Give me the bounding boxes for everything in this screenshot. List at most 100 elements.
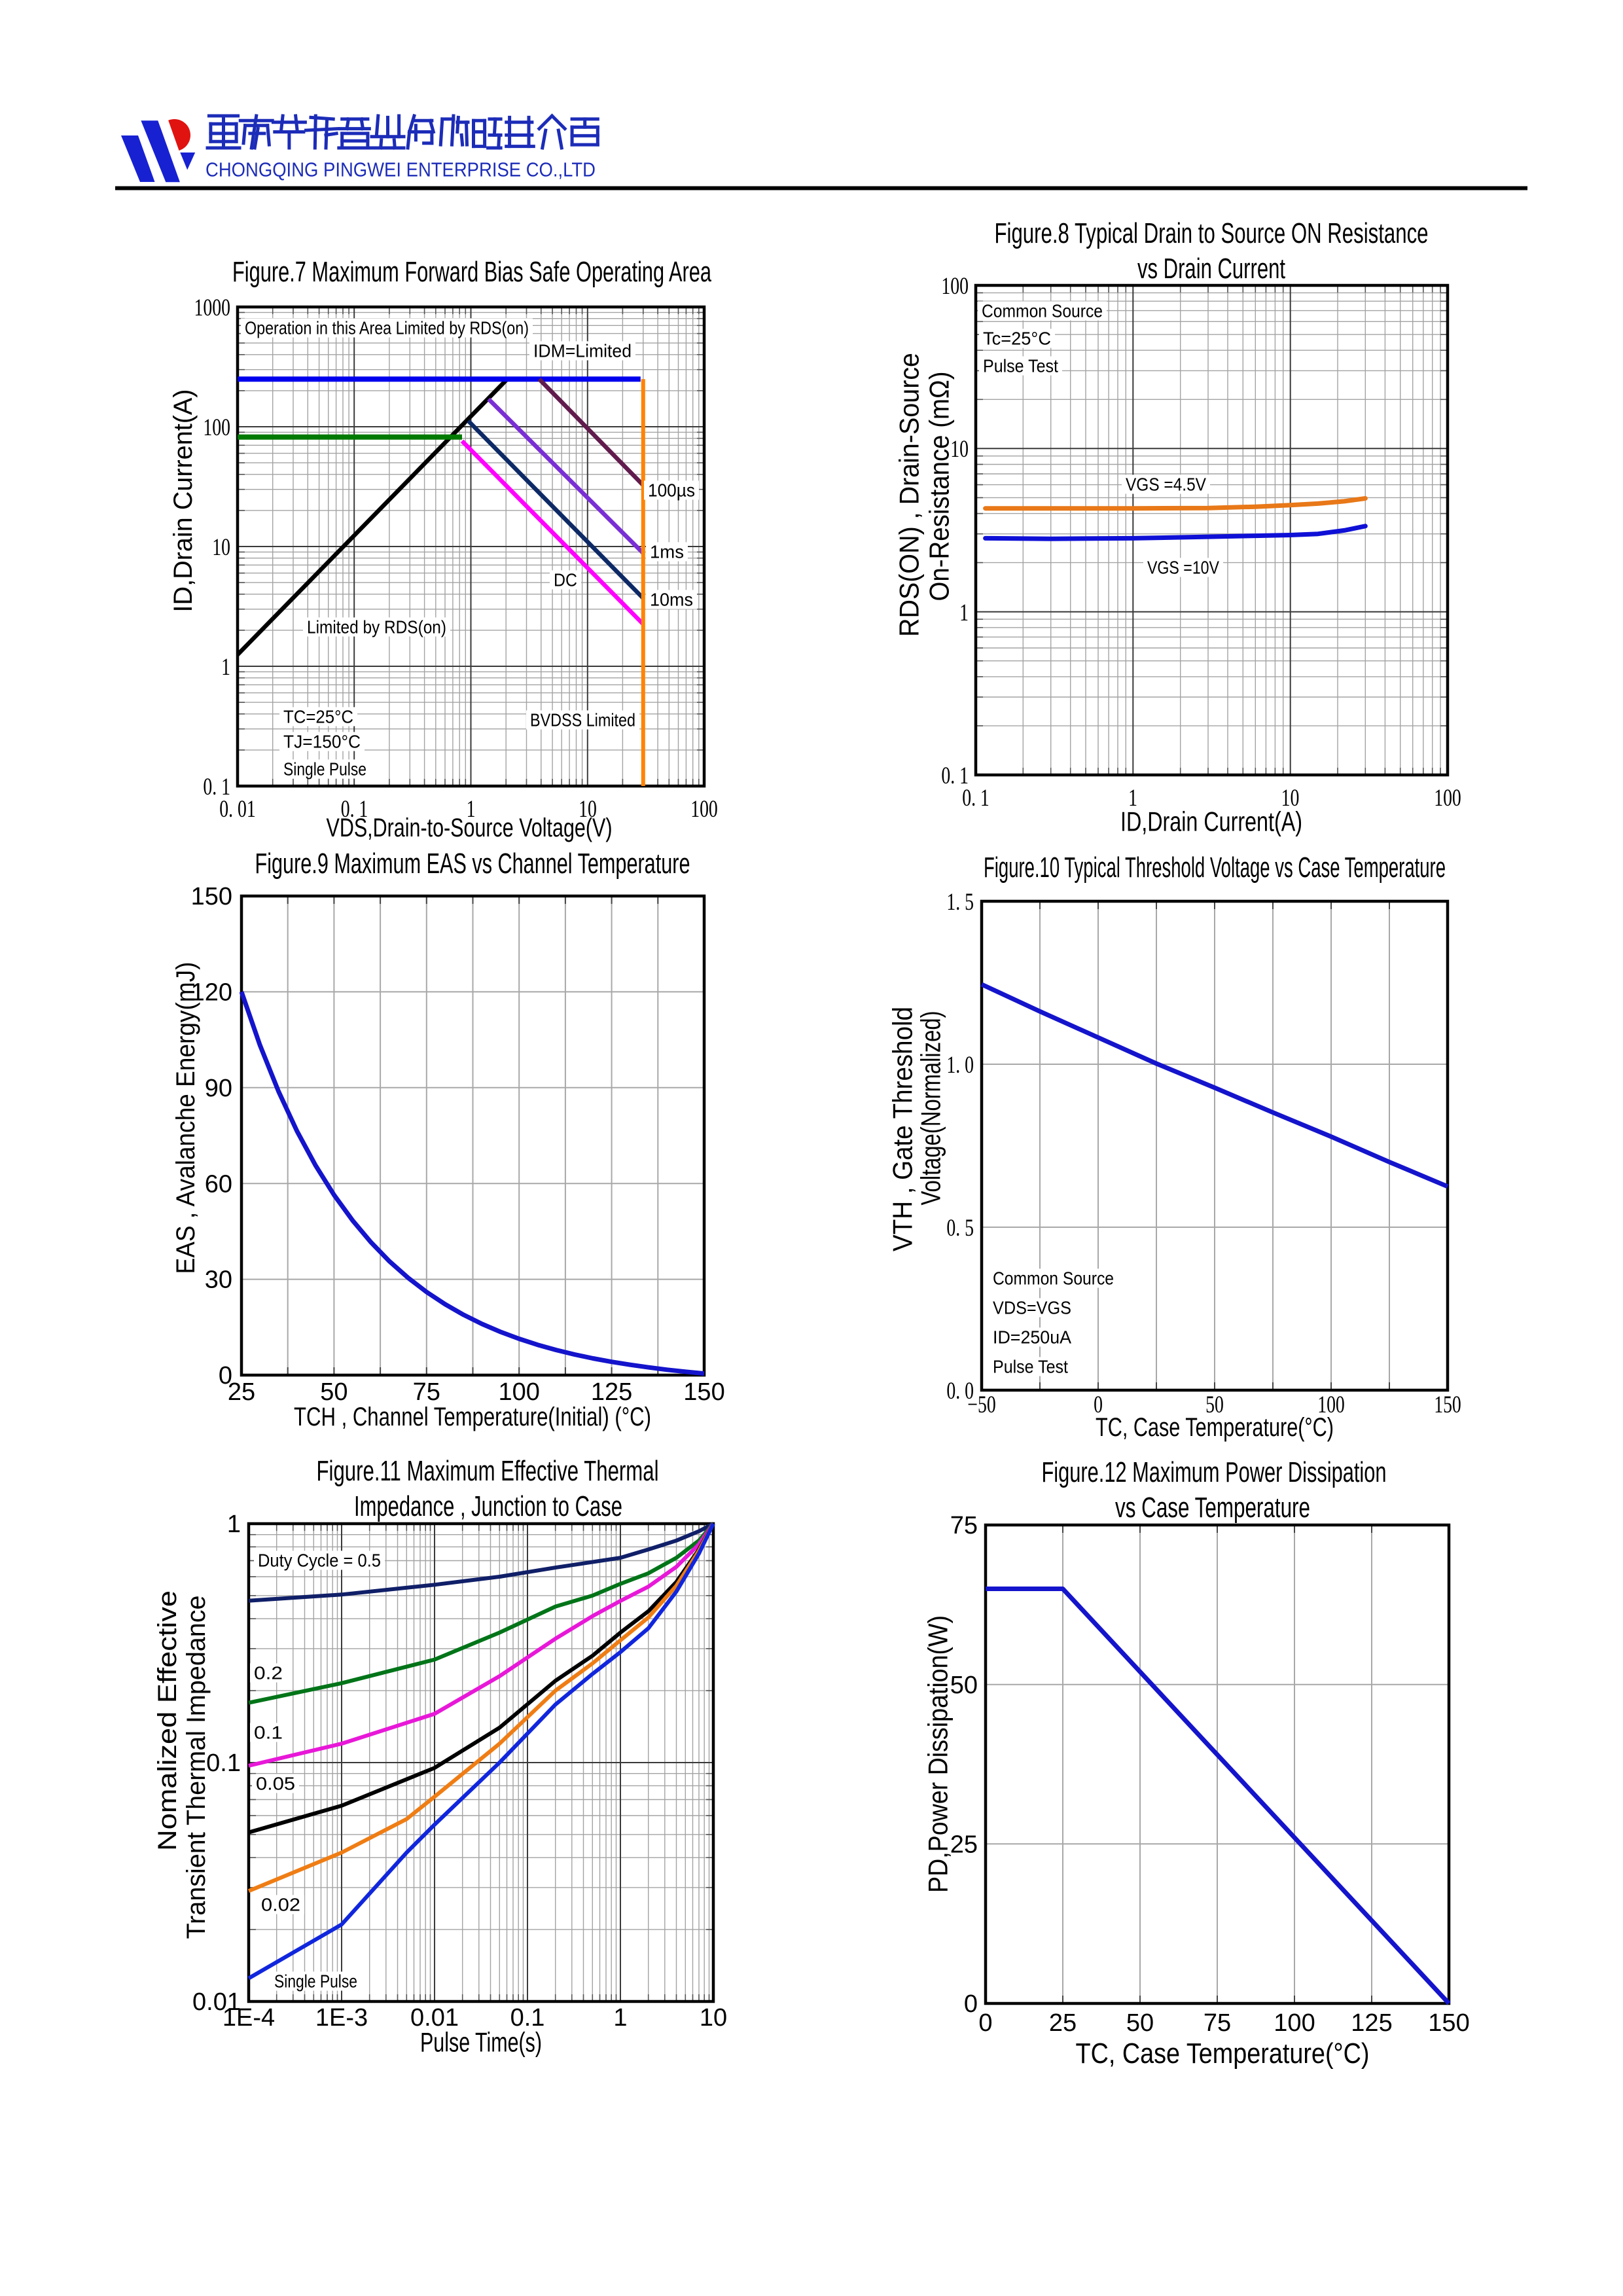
svg-text:10: 10 [579, 796, 597, 823]
svg-text:1E-4: 1E-4 [223, 2004, 275, 2032]
svg-text:0.01: 0.01 [192, 1988, 241, 2016]
svg-text:0. 01: 0. 01 [219, 796, 255, 823]
svg-text:VDS,Drain-to-Source Voltage(V): VDS,Drain-to-Source Voltage(V) [327, 814, 613, 842]
svg-text:25: 25 [950, 1831, 978, 1858]
svg-text:50: 50 [1126, 2009, 1154, 2037]
svg-text:0: 0 [964, 1990, 978, 2018]
svg-text:On-Resistance (mΩ): On-Resistance (mΩ) [924, 372, 955, 601]
svg-text:100: 100 [1274, 2009, 1315, 2037]
svg-text:120: 120 [191, 979, 232, 1007]
svg-text:Single Pulse: Single Pulse [274, 1971, 357, 1992]
svg-text:75: 75 [1204, 2009, 1231, 2037]
svg-text:Pulse Test: Pulse Test [993, 1357, 1068, 1377]
svg-text:RDS(ON) , Drain-Source: RDS(ON) , Drain-Source [894, 353, 925, 637]
svg-text:1: 1 [467, 796, 476, 823]
svg-text:1: 1 [959, 600, 969, 626]
svg-text:TC, Case Temperature(°C): TC, Case Temperature(°C) [1076, 2037, 1370, 2070]
svg-text:Figure.12 Maximum Power Dissip: Figure.12 Maximum Power Dissipation [1042, 1456, 1387, 1488]
svg-text:Limited by RDS(on): Limited by RDS(on) [307, 617, 446, 637]
svg-text:100µs: 100µs [648, 480, 695, 501]
svg-text:10: 10 [212, 534, 230, 561]
svg-text:VTH , Gate Threshold: VTH , Gate Threshold [887, 1007, 918, 1251]
svg-text:VGS =10V: VGS =10V [1147, 558, 1219, 578]
svg-text:10ms: 10ms [650, 590, 693, 610]
svg-text:TCH , Channel Temperature(Init: TCH , Channel Temperature(Initial) (°C) [294, 1403, 651, 1431]
svg-text:Figure.11 Maximum Effective Th: Figure.11 Maximum Effective Thermal [317, 1455, 659, 1487]
svg-text:10: 10 [950, 436, 969, 463]
svg-text:30: 30 [205, 1266, 232, 1294]
svg-text:75: 75 [413, 1378, 440, 1406]
svg-text:Figure.10 Typical Threshold Vo: Figure.10 Typical Threshold Voltage vs C… [984, 852, 1446, 884]
svg-text:0. 1: 0. 1 [941, 762, 969, 789]
svg-text:1. 5: 1. 5 [946, 889, 974, 916]
svg-text:0: 0 [978, 2009, 992, 2037]
svg-text:75: 75 [950, 1512, 978, 1539]
svg-text:0.1: 0.1 [510, 2004, 545, 2032]
svg-text:100: 100 [1434, 785, 1461, 812]
svg-text:125: 125 [591, 1378, 632, 1406]
svg-text:TC=25°C: TC=25°C [283, 707, 353, 727]
svg-text:10: 10 [700, 2004, 727, 2032]
svg-text:0.2: 0.2 [254, 1663, 283, 1683]
svg-text:25: 25 [228, 1378, 255, 1406]
svg-text:IDM=Limited: IDM=Limited [533, 341, 632, 361]
svg-text:0. 5: 0. 5 [946, 1215, 974, 1242]
svg-text:DC: DC [554, 570, 577, 590]
svg-text:Pulse Time(s): Pulse Time(s) [420, 2027, 542, 2058]
svg-text:100: 100 [690, 796, 718, 823]
svg-text:10: 10 [1281, 785, 1300, 812]
svg-text:0. 1: 0. 1 [341, 796, 368, 823]
svg-text:Figure.7 Maximum Forward Bias: Figure.7 Maximum Forward Bias Safe Opera… [232, 256, 711, 288]
svg-text:vs Case Temperature: vs Case Temperature [1115, 1492, 1310, 1524]
svg-text:Nomalized Effective: Nomalized Effective [153, 1590, 182, 1851]
svg-text:CHONGQING PINGWEI ENTERPRISE C: CHONGQING PINGWEI ENTERPRISE CO.,LTD [205, 158, 596, 181]
svg-text:VDS=VGS: VDS=VGS [993, 1298, 1071, 1318]
svg-text:Pulse Test: Pulse Test [983, 356, 1058, 376]
svg-text:1: 1 [221, 654, 230, 681]
svg-text:125: 125 [1351, 2009, 1392, 2037]
svg-text:1E-3: 1E-3 [315, 2004, 368, 2032]
svg-text:Common Source: Common Source [993, 1268, 1114, 1289]
svg-text:0: 0 [219, 1362, 232, 1390]
svg-text:ID,Drain Current(A): ID,Drain Current(A) [169, 389, 198, 613]
svg-text:0. 1: 0. 1 [962, 785, 990, 812]
svg-text:BVDSS Limited: BVDSS Limited [530, 710, 635, 730]
svg-text:Common Source: Common Source [982, 301, 1103, 321]
svg-text:50: 50 [1205, 1391, 1224, 1418]
svg-text:100: 100 [498, 1378, 539, 1406]
svg-text:Voltage(Normalized): Voltage(Normalized) [916, 1011, 946, 1206]
svg-text:90: 90 [205, 1075, 232, 1102]
svg-text:0. 1: 0. 1 [203, 774, 230, 800]
svg-text:150: 150 [683, 1378, 724, 1406]
svg-text:100: 100 [941, 273, 969, 300]
svg-text:150: 150 [191, 883, 232, 910]
svg-text:0.02: 0.02 [261, 1895, 300, 1915]
svg-text:Transient Thermal Impedance: Transient Thermal Impedance [182, 1596, 211, 1939]
svg-text:vs Drain Current: vs Drain Current [1137, 253, 1285, 285]
svg-text:Figure.8 Typical Drain to Sour: Figure.8 Typical Drain to Source ON Resi… [995, 217, 1429, 249]
svg-text:100: 100 [1317, 1391, 1345, 1418]
svg-text:0: 0 [1094, 1391, 1103, 1418]
svg-text:1000: 1000 [194, 295, 230, 321]
svg-text:Tc=25°C: Tc=25°C [983, 329, 1051, 349]
svg-text:ID=250uA: ID=250uA [993, 1327, 1071, 1348]
svg-text:Duty Cycle = 0.5: Duty Cycle = 0.5 [258, 1551, 381, 1571]
svg-text:50: 50 [320, 1378, 348, 1406]
svg-text:PD,Power Dissipation(W): PD,Power Dissipation(W) [923, 1615, 954, 1893]
svg-text:Impedance , Junction to Case: Impedance , Junction to Case [354, 1490, 622, 1522]
svg-text:60: 60 [205, 1170, 232, 1198]
svg-text:ID,Drain Current(A): ID,Drain Current(A) [1120, 806, 1302, 837]
svg-text:TJ=150°C: TJ=150°C [283, 732, 361, 752]
svg-text:50: 50 [950, 1672, 978, 1699]
svg-text:1ms: 1ms [650, 542, 684, 562]
svg-text:1: 1 [1128, 785, 1137, 812]
svg-text:TC, Case Temperature(°C): TC, Case Temperature(°C) [1096, 1413, 1334, 1442]
svg-text:25: 25 [1049, 2009, 1077, 2037]
svg-text:Figure.9 Maximum EAS vs Channe: Figure.9 Maximum EAS vs Channel Temperat… [255, 848, 690, 880]
svg-text:EAS , Avalanche Energy(mJ): EAS , Avalanche Energy(mJ) [171, 962, 200, 1274]
svg-text:1: 1 [227, 1511, 241, 1538]
svg-text:1: 1 [613, 2004, 627, 2032]
svg-text:Single Pulse: Single Pulse [283, 759, 366, 780]
svg-text:1. 0: 1. 0 [946, 1052, 974, 1079]
svg-text:150: 150 [1428, 2009, 1469, 2037]
